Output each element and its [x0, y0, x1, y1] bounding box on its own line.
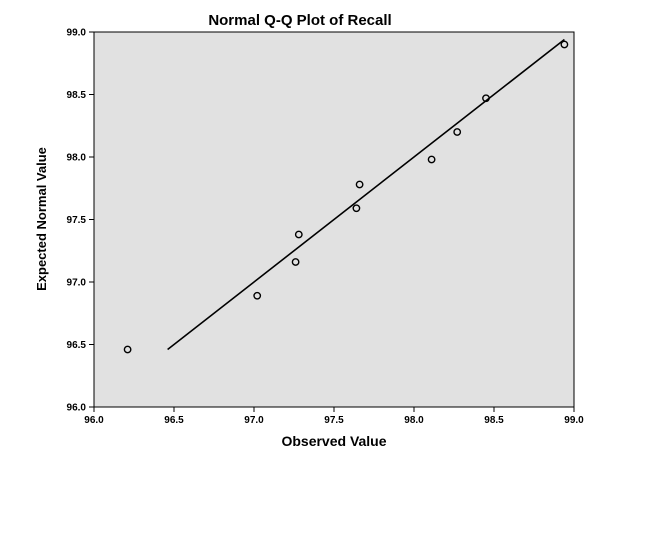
y-tick-label: 96.5 — [67, 340, 87, 351]
x-axis: 96.0 96.5 97.0 97.5 98.0 98.5 99.0 — [84, 407, 584, 426]
y-axis-label: Expected Normal Value — [34, 147, 49, 291]
chart-title: Normal Q-Q Plot of Recall — [208, 12, 391, 29]
data-point — [123, 345, 132, 354]
y-tick-label: 98.5 — [67, 90, 87, 101]
x-tick-label: 97.5 — [324, 415, 344, 426]
data-point — [560, 40, 569, 49]
y-tick-label: 96.0 — [67, 403, 87, 414]
reference-line-group — [167, 38, 565, 351]
data-point — [427, 155, 436, 164]
x-tick-label: 96.5 — [164, 415, 184, 426]
data-point — [355, 180, 364, 189]
y-tick-label: 98.0 — [67, 153, 87, 164]
data-point — [253, 291, 262, 300]
y-tick-label: 97.0 — [67, 278, 87, 289]
data-point — [294, 230, 303, 239]
y-tick-label: 99.0 — [67, 28, 87, 39]
y-tick-label: 97.5 — [67, 215, 87, 226]
data-point — [453, 128, 462, 136]
data-point — [482, 94, 490, 103]
y-axis: 96.0 96.5 97.0 97.5 98.0 98.5 99.0 — [67, 28, 94, 414]
x-tick-label: 97.0 — [244, 415, 264, 426]
data-point — [352, 204, 361, 213]
data-point — [291, 258, 300, 266]
x-tick-label: 96.0 — [84, 415, 104, 426]
x-tick-label: 99.0 — [564, 415, 584, 426]
x-tick-label: 98.5 — [484, 415, 504, 426]
data-points — [123, 40, 569, 354]
reference-line — [167, 38, 565, 351]
x-tick-label: 98.0 — [404, 415, 424, 426]
x-axis-label: Observed Value — [281, 433, 386, 449]
